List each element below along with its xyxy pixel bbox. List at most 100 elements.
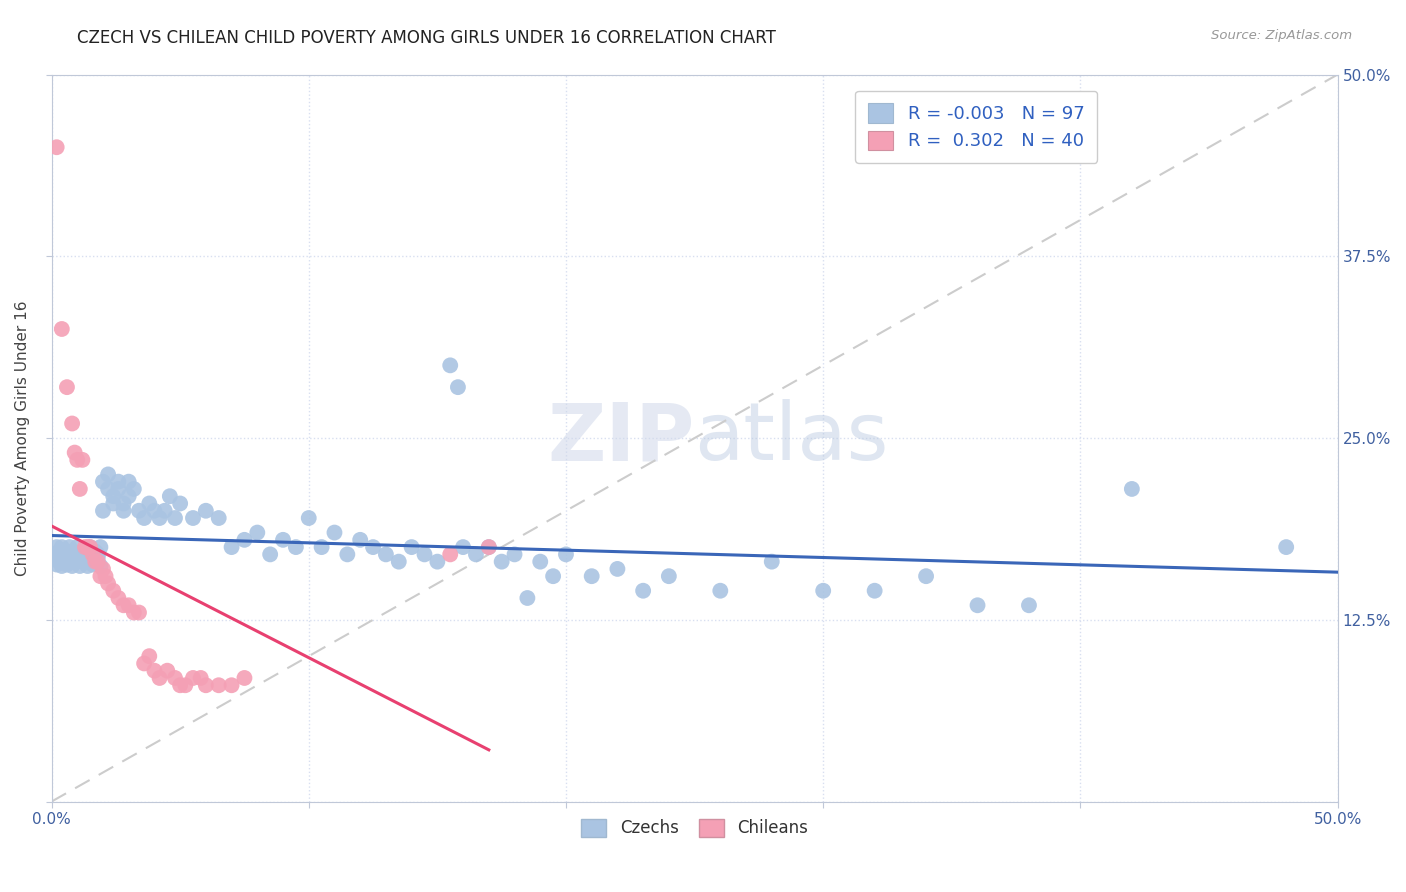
Point bbox=[156, 664, 179, 678]
Point bbox=[87, 550, 110, 565]
Point bbox=[401, 540, 423, 554]
Point bbox=[709, 583, 731, 598]
Point bbox=[45, 547, 67, 561]
Point bbox=[48, 550, 70, 565]
Point bbox=[91, 504, 114, 518]
Point bbox=[53, 555, 76, 569]
Point bbox=[148, 511, 170, 525]
Point bbox=[491, 555, 513, 569]
Point bbox=[45, 558, 67, 572]
Point bbox=[451, 540, 474, 554]
Point bbox=[56, 550, 79, 565]
Point bbox=[60, 544, 83, 558]
Point bbox=[87, 547, 110, 561]
Point bbox=[97, 482, 120, 496]
Text: Source: ZipAtlas.com: Source: ZipAtlas.com bbox=[1212, 29, 1353, 42]
Point bbox=[478, 540, 501, 554]
Point bbox=[84, 544, 107, 558]
Point bbox=[118, 489, 141, 503]
Point bbox=[169, 496, 191, 510]
Point bbox=[82, 547, 104, 561]
Point bbox=[143, 504, 166, 518]
Point bbox=[66, 540, 89, 554]
Point bbox=[439, 547, 461, 561]
Point bbox=[72, 453, 94, 467]
Point bbox=[233, 533, 256, 547]
Point bbox=[915, 569, 938, 583]
Point bbox=[89, 569, 111, 583]
Point bbox=[271, 533, 294, 547]
Point bbox=[259, 547, 281, 561]
Point bbox=[76, 540, 98, 554]
Point bbox=[190, 671, 212, 685]
Point bbox=[336, 547, 359, 561]
Point bbox=[478, 540, 501, 554]
Point bbox=[529, 555, 551, 569]
Point bbox=[134, 657, 156, 671]
Point bbox=[72, 544, 94, 558]
Point bbox=[58, 555, 80, 569]
Point bbox=[51, 322, 73, 336]
Point bbox=[79, 540, 101, 554]
Point bbox=[94, 569, 117, 583]
Point bbox=[103, 489, 125, 503]
Point bbox=[76, 555, 98, 569]
Legend: Czechs, Chileans: Czechs, Chileans bbox=[575, 812, 814, 844]
Point bbox=[69, 547, 91, 561]
Point bbox=[555, 547, 578, 561]
Point bbox=[60, 559, 83, 574]
Point bbox=[863, 583, 886, 598]
Point bbox=[58, 547, 80, 561]
Point bbox=[374, 547, 396, 561]
Point bbox=[163, 671, 186, 685]
Point bbox=[112, 496, 135, 510]
Point bbox=[413, 547, 436, 561]
Point bbox=[447, 380, 470, 394]
Point bbox=[56, 380, 79, 394]
Point bbox=[56, 547, 79, 561]
Point bbox=[298, 511, 321, 525]
Point bbox=[84, 555, 107, 569]
Point bbox=[581, 569, 603, 583]
Text: atlas: atlas bbox=[695, 399, 889, 477]
Point bbox=[48, 555, 70, 569]
Point bbox=[439, 359, 461, 373]
Point bbox=[811, 583, 834, 598]
Point bbox=[631, 583, 654, 598]
Y-axis label: Child Poverty Among Girls Under 16: Child Poverty Among Girls Under 16 bbox=[15, 301, 30, 576]
Point bbox=[48, 544, 70, 558]
Point bbox=[118, 599, 141, 613]
Point bbox=[221, 678, 243, 692]
Point bbox=[84, 555, 107, 569]
Point bbox=[138, 649, 160, 664]
Point bbox=[73, 540, 96, 554]
Point bbox=[284, 540, 307, 554]
Point bbox=[138, 496, 160, 510]
Point bbox=[208, 511, 231, 525]
Point bbox=[51, 540, 73, 554]
Point bbox=[169, 678, 191, 692]
Point bbox=[761, 555, 783, 569]
Point bbox=[323, 525, 346, 540]
Point bbox=[966, 599, 988, 613]
Point bbox=[516, 591, 538, 605]
Point bbox=[181, 511, 204, 525]
Point bbox=[97, 576, 120, 591]
Text: CZECH VS CHILEAN CHILD POVERTY AMONG GIRLS UNDER 16 CORRELATION CHART: CZECH VS CHILEAN CHILD POVERTY AMONG GIR… bbox=[77, 29, 776, 46]
Point bbox=[221, 540, 243, 554]
Point bbox=[658, 569, 681, 583]
Text: ZIP: ZIP bbox=[547, 399, 695, 477]
Point bbox=[465, 547, 488, 561]
Point bbox=[118, 475, 141, 489]
Point bbox=[56, 558, 79, 572]
Point bbox=[97, 467, 120, 482]
Point bbox=[148, 671, 170, 685]
Point bbox=[79, 547, 101, 561]
Point bbox=[246, 525, 269, 540]
Point bbox=[89, 540, 111, 554]
Point bbox=[233, 671, 256, 685]
Point bbox=[388, 555, 411, 569]
Point bbox=[112, 504, 135, 518]
Point bbox=[122, 482, 145, 496]
Point bbox=[361, 540, 384, 554]
